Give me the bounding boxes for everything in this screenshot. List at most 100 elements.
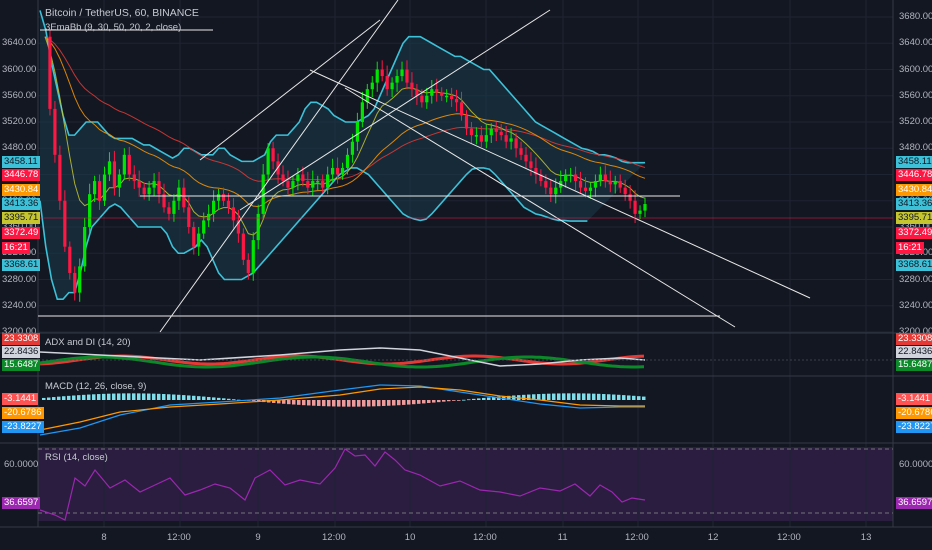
candle-body xyxy=(48,36,52,109)
macd-histogram-bar xyxy=(117,393,121,400)
macd-histogram-bar xyxy=(322,400,326,407)
candle-body xyxy=(281,174,285,182)
macd-histogram-bar xyxy=(227,398,231,400)
price-axis-tick: 3640.00 xyxy=(899,37,932,49)
macd-histogram-bar xyxy=(327,400,331,407)
candle-body xyxy=(137,181,141,188)
macd-histogram-bar xyxy=(282,400,286,404)
ema-9-line xyxy=(44,36,646,236)
macd-histogram-bar xyxy=(192,395,196,400)
macd-histogram-bar xyxy=(597,393,601,400)
adx-panel-label[interactable]: ADX and DI (14, 20) xyxy=(45,337,131,348)
macd-histogram-bar xyxy=(257,400,261,402)
candle-body xyxy=(211,200,216,214)
macd-histogram-bar xyxy=(97,394,101,400)
candle-body xyxy=(529,161,533,168)
bollinger-upper-line xyxy=(39,10,645,164)
candle-body xyxy=(415,89,419,96)
macd-histogram-bar xyxy=(492,397,496,400)
macd-histogram-bar xyxy=(197,396,201,400)
candle-body xyxy=(122,154,126,175)
candle-body xyxy=(316,181,320,183)
macd-panel-label[interactable]: MACD (12, 26, close, 9) xyxy=(45,381,147,392)
candle-body xyxy=(474,135,479,137)
macd-histogram-bar xyxy=(627,395,631,400)
candle-body xyxy=(231,207,236,221)
candle-body xyxy=(58,154,62,201)
macd-histogram-bar xyxy=(372,400,376,407)
macd-histogram-bar xyxy=(587,393,591,400)
macd-histogram-bar xyxy=(167,394,171,400)
candle-body xyxy=(261,174,265,214)
macd-histogram-bar xyxy=(182,395,186,400)
candle-body xyxy=(251,240,255,273)
ema-50-line xyxy=(44,36,646,182)
macd-histogram-bar xyxy=(442,400,446,402)
right-price-tag: 16:21 xyxy=(896,242,924,254)
candle-body xyxy=(464,115,469,129)
macd-histogram-bar xyxy=(312,400,316,406)
macd-left-tag: -20.6786 xyxy=(2,407,44,419)
candle-body xyxy=(306,181,310,188)
macd-histogram-bar xyxy=(572,393,576,400)
candle-body xyxy=(296,174,300,182)
candle-body xyxy=(177,187,181,201)
macd-histogram-bar xyxy=(82,394,86,400)
candle-body xyxy=(514,138,518,149)
macd-histogram-bar xyxy=(187,395,191,400)
left-price-axis-tick: 3520.00 xyxy=(2,116,37,127)
macd-histogram-bar xyxy=(557,393,561,400)
candle-body xyxy=(107,161,112,175)
macd-histogram-bar xyxy=(137,393,141,400)
macd-histogram-bar xyxy=(297,400,301,405)
macd-histogram-bar xyxy=(397,400,401,406)
macd-histogram-bar xyxy=(92,394,96,400)
macd-histogram-bar xyxy=(377,400,381,407)
candle-body xyxy=(573,174,578,182)
candle-body xyxy=(454,99,459,103)
rsi-panel-label[interactable]: RSI (14, close) xyxy=(45,452,108,463)
candle-body xyxy=(544,181,548,188)
indicator-3emabb-label[interactable]: 3EmaBb (9, 30, 50, 20, 2, close) xyxy=(45,22,182,33)
right-price-tag: 3372.49 xyxy=(896,227,932,239)
time-axis-tick: 10 xyxy=(404,532,416,543)
candle-body xyxy=(459,102,464,116)
macd-histogram-bar xyxy=(162,394,166,400)
candle-body xyxy=(360,102,364,122)
candle-body xyxy=(588,187,593,191)
candle-body xyxy=(425,95,429,103)
candle-body xyxy=(172,200,176,214)
macd-histogram-bar xyxy=(302,400,306,406)
macd-histogram-bar xyxy=(287,400,291,405)
ascending-channel-upper xyxy=(199,19,381,161)
candle-body xyxy=(83,227,87,267)
adx-left-tag: 15.6487 xyxy=(2,359,41,371)
macd-histogram-bar xyxy=(547,393,551,400)
macd-histogram-bar xyxy=(232,399,236,401)
candle-body xyxy=(489,128,493,136)
macd-histogram-bar xyxy=(642,396,646,400)
macd-histogram-bar xyxy=(622,395,626,400)
bollinger-band-fill xyxy=(40,10,645,300)
candle-body xyxy=(340,167,345,175)
candle-body xyxy=(603,174,607,182)
candle-body xyxy=(236,220,240,234)
macd-histogram-bar xyxy=(107,393,111,400)
macd-histogram-bar xyxy=(337,400,341,407)
candle-body xyxy=(88,194,92,227)
macd-right-tag: -3.1441 xyxy=(896,393,932,405)
macd-histogram-bar xyxy=(317,400,321,406)
macd-histogram-bar xyxy=(552,393,556,400)
macd-histogram-bar xyxy=(427,400,431,404)
candle-body xyxy=(509,138,513,142)
left-price-axis-tick: 3560.00 xyxy=(2,89,37,101)
candle-body xyxy=(395,76,399,83)
macd-histogram-bar xyxy=(222,398,226,400)
macd-histogram-bar xyxy=(212,397,216,400)
macd-histogram-bar xyxy=(562,393,566,400)
macd-histogram-bar xyxy=(292,400,296,405)
macd-histogram-bar xyxy=(532,394,536,400)
left-price-tag: 3395.71 xyxy=(2,212,41,224)
